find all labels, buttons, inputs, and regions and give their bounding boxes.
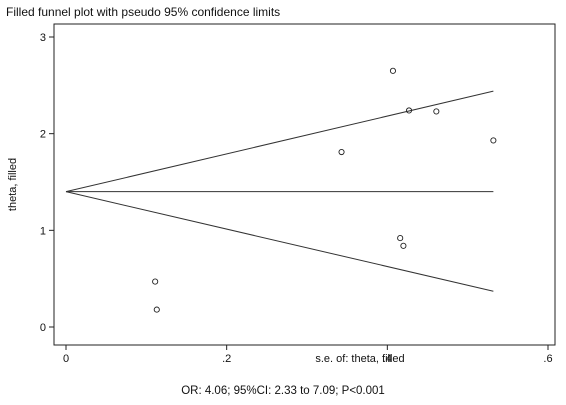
data-point [338,148,345,156]
data-point [153,306,160,313]
upper-confidence-limit [65,90,494,193]
x-tick-label: .6 [543,353,552,365]
data-point [389,67,397,74]
x-tick-label: .2 [222,353,231,365]
plot-frame [53,23,556,346]
x-axis-title: s.e. of: theta, filled [315,353,404,365]
y-tick-label: 2 [40,129,46,141]
data-points [152,67,497,313]
data-point [433,108,440,115]
y-tick-label: 0 [40,322,46,334]
chart-title: Filled funnel plot with pseudo 95% confi… [6,5,281,19]
data-point [400,242,407,249]
y-axis-title: theta, filled [7,158,19,211]
summary-caption: OR: 4.06; 95%CI: 2.33 to 7.09; P<0.001 [181,385,385,397]
funnel-lines [65,90,494,292]
axes: 0 .2 .4 .6 0 1 2 3 s.e. of: theta, filled theta, … [7,23,556,365]
data-point [490,137,497,144]
data-point [405,107,413,114]
data-point [397,235,404,242]
x-tick-label: .4 [383,353,392,365]
y-tick-label: 1 [40,225,46,237]
y-tick-label: 3 [40,32,46,44]
lower-confidence-limit [65,191,494,292]
x-tick-label: 0 [63,353,69,365]
data-point [152,278,159,285]
